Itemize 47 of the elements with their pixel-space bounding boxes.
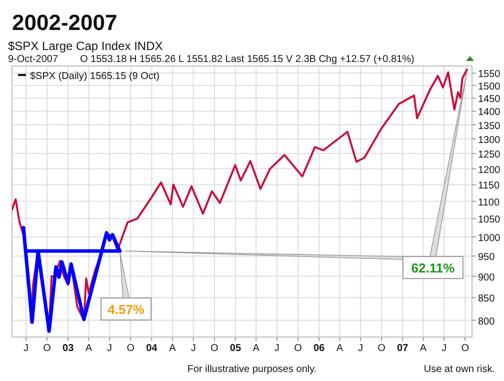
y-tick-label: 1350 (478, 120, 501, 132)
x-tick-label: J (442, 343, 447, 354)
text: For illustrative purposes only. (187, 364, 317, 375)
annotation: 62.11% (411, 260, 456, 276)
chart-subtitle: $SPX Large Cap Index INDX (8, 39, 163, 53)
text: $SPX (Daily) 1565.15 (9 Oct) (30, 71, 160, 82)
x-tick-label: A (420, 343, 427, 354)
x-tick-label: O (294, 343, 302, 354)
y-tick-label: 1550 (478, 69, 501, 80)
x-tick-label: O (461, 343, 470, 354)
x-tick-label: A (169, 343, 176, 354)
x-tick-label: O (210, 343, 219, 354)
x-tick-label: O (378, 343, 386, 354)
y-tick-label: 1000 (478, 232, 501, 244)
y-tick-label: 800 (478, 316, 496, 328)
x-tick-label: A (85, 343, 92, 354)
x-tick-label: A (336, 343, 344, 354)
x-tick-label: 05 (230, 343, 242, 354)
x-tick-label: 06 (313, 343, 326, 354)
y-tick-label: 1200 (478, 164, 501, 176)
x-tick-label: O (126, 343, 135, 354)
x-tick-label: 07 (397, 343, 409, 354)
y-tick-label: 950 (478, 252, 496, 264)
x-tick-label: 03 (62, 343, 74, 354)
x-tick-label: J (358, 343, 363, 354)
x-tick-label: O (43, 343, 52, 354)
x-tick-label: J (107, 343, 112, 354)
x-tick-label: 04 (146, 343, 158, 354)
x-tick-label: J (274, 343, 280, 354)
chart-title: 2002-2007 (12, 10, 118, 35)
y-tick-label: 1050 (478, 214, 501, 226)
text: O 1553.18 H 1565.26 L 1551.82 Last 1565.15 V 2.3B Chg +12.57 (+0.81%) (80, 54, 414, 65)
y-tick-label: 850 (478, 294, 496, 305)
y-tick-label: 1450 (478, 94, 501, 106)
x-tick-label: A (252, 343, 260, 354)
text: Use at own risk. (424, 364, 495, 375)
text: 9-Oct-2007 (8, 54, 58, 65)
y-tick-label: 1150 (478, 180, 500, 192)
x-tick-label: J (190, 343, 196, 354)
x-tick-label: J (23, 343, 28, 354)
annotation: 4.57% (108, 302, 145, 317)
y-tick-label: 1100 (478, 197, 500, 208)
y-tick-label: 1400 (478, 107, 501, 118)
y-tick-label: 1300 (478, 134, 501, 146)
y-tick-label: 1500 (478, 81, 501, 92)
y-tick-label: 900 (478, 272, 496, 284)
y-tick-label: 1250 (478, 150, 501, 161)
